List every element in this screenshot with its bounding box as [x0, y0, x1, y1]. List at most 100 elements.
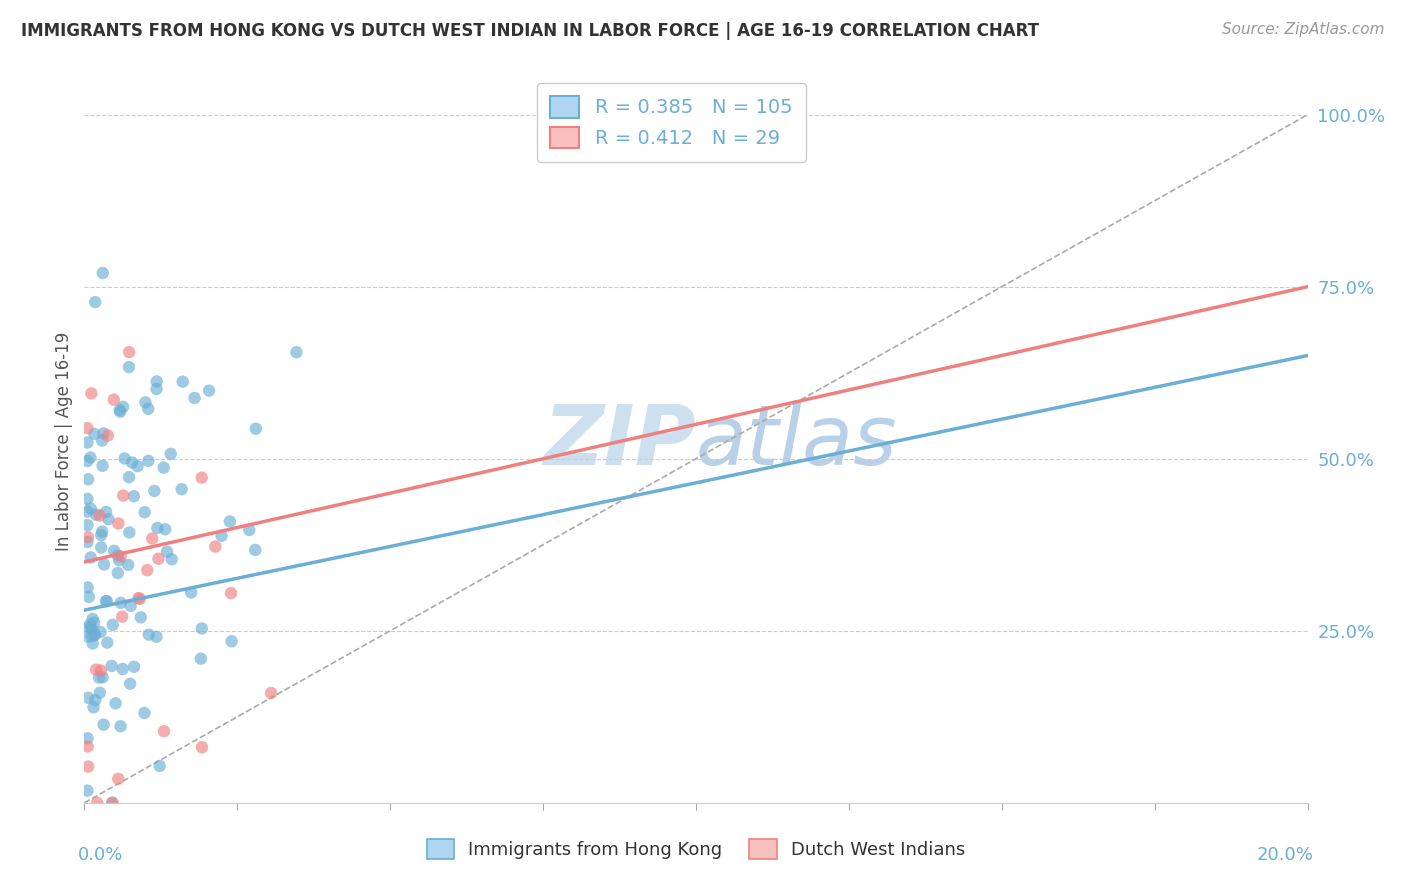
Point: [77, 530, 100, 544]
Point: [76, 731, 98, 746]
Point: [90, 528, 112, 542]
Point: [76, 629, 98, 643]
Point: [97, 428, 120, 442]
Point: [129, 610, 152, 624]
Point: [191, 740, 214, 755]
Text: 0.0%: 0.0%: [79, 847, 124, 864]
Point: [211, 529, 233, 543]
Point: [180, 585, 202, 599]
Point: [101, 796, 124, 810]
Point: [76, 518, 98, 533]
Point: [77, 590, 100, 604]
Point: [110, 596, 132, 610]
Point: [145, 630, 167, 644]
Point: [218, 515, 240, 529]
Point: [138, 628, 160, 642]
Point: [91, 670, 114, 684]
Point: [121, 455, 143, 469]
Point: [84, 295, 107, 310]
Point: [82, 636, 104, 650]
Point: [97, 512, 120, 526]
Point: [153, 724, 176, 739]
Point: [79, 620, 101, 634]
Point: [101, 618, 124, 632]
Point: [91, 458, 114, 473]
Point: [83, 615, 105, 630]
Point: [122, 659, 145, 673]
Point: [198, 384, 221, 398]
Point: [114, 451, 136, 466]
Point: [100, 658, 122, 673]
Point: [80, 622, 103, 636]
Point: [238, 523, 260, 537]
Point: [89, 508, 111, 523]
Point: [77, 759, 100, 773]
Point: [129, 591, 152, 606]
Point: [136, 401, 159, 416]
Point: [90, 541, 112, 555]
Point: [82, 612, 104, 626]
Point: [160, 552, 183, 566]
Point: [155, 522, 177, 536]
Point: [204, 540, 226, 554]
Point: [122, 489, 145, 503]
Point: [93, 426, 115, 441]
Text: IMMIGRANTS FROM HONG KONG VS DUTCH WEST INDIAN IN LABOR FORCE | AGE 16-19 CORREL: IMMIGRANTS FROM HONG KONG VS DUTCH WEST …: [21, 22, 1039, 40]
Point: [136, 563, 159, 577]
Point: [76, 505, 98, 519]
Point: [84, 663, 107, 677]
Point: [134, 505, 156, 519]
Point: [110, 719, 132, 733]
Point: [118, 470, 141, 484]
Point: [146, 521, 169, 535]
Point: [107, 516, 129, 531]
Text: ZIP: ZIP: [543, 401, 696, 482]
Point: [96, 594, 118, 608]
Point: [107, 566, 129, 580]
Point: [79, 501, 101, 516]
Point: [93, 717, 115, 731]
Point: [76, 491, 98, 506]
Point: [112, 489, 135, 503]
Point: [107, 772, 129, 786]
Point: [143, 483, 166, 498]
Point: [245, 542, 267, 557]
Point: [152, 460, 174, 475]
Point: [145, 375, 167, 389]
Point: [84, 693, 107, 707]
Point: [134, 706, 156, 720]
Point: [191, 622, 214, 636]
Point: [76, 581, 98, 595]
Point: [89, 625, 111, 640]
Point: [120, 677, 142, 691]
Point: [145, 382, 167, 396]
Point: [141, 532, 163, 546]
Text: 20.0%: 20.0%: [1257, 847, 1313, 864]
Point: [79, 617, 101, 632]
Point: [110, 405, 132, 419]
Point: [76, 435, 98, 450]
Point: [101, 796, 124, 810]
Point: [190, 470, 212, 484]
Point: [91, 524, 114, 539]
Point: [118, 345, 141, 359]
Point: [87, 671, 110, 685]
Point: [76, 739, 98, 754]
Point: [83, 700, 105, 714]
Point: [89, 686, 111, 700]
Point: [112, 400, 135, 414]
Point: [96, 635, 118, 649]
Point: [80, 550, 103, 565]
Legend: Immigrants from Hong Kong, Dutch West Indians: Immigrants from Hong Kong, Dutch West In…: [419, 831, 973, 866]
Point: [127, 459, 149, 474]
Point: [118, 525, 141, 540]
Point: [110, 549, 132, 564]
Point: [111, 609, 134, 624]
Point: [183, 391, 205, 405]
Point: [245, 422, 267, 436]
Point: [170, 482, 193, 496]
Point: [86, 796, 108, 810]
Point: [83, 628, 105, 642]
Point: [76, 421, 98, 435]
Point: [118, 360, 141, 375]
